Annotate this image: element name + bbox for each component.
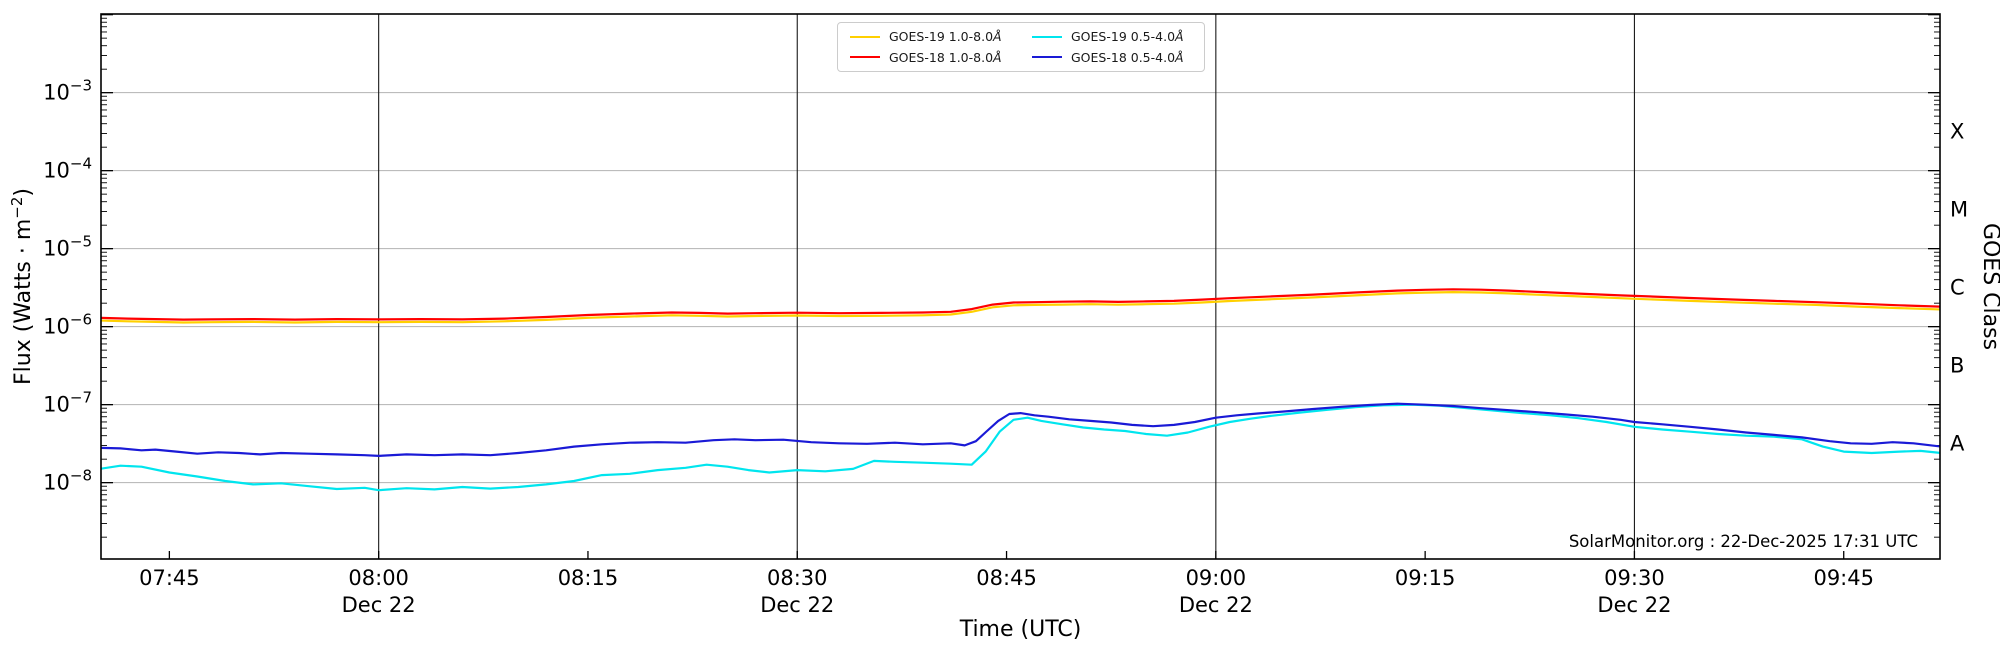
legend-item-goes18-short: GOES-18 0.5-4.0Å [1032,50,1192,66]
goes-class-letter: M [1950,198,1968,222]
y-tick-label: 10−5 [43,233,92,261]
x-tick-date-label: Dec 22 [760,593,834,617]
x-tick-label: 08:45 [976,566,1037,590]
series-group [101,288,1940,492]
legend-item-goes18-long: GOES-18 1.0-8.0Å [850,50,1010,66]
series-line-goes-19-1-0-8-0- [101,291,1940,324]
y-tick-label: 10−6 [43,311,92,339]
legend-label: GOES-19 1.0-8.0Å [889,29,1002,44]
x-axis-title: Time (UTC) [959,617,1082,642]
goes-class-letter: A [1950,432,1965,456]
legend-item-goes19-short: GOES-19 0.5-4.0Å [1032,29,1192,45]
watermark-annotation: SolarMonitor.org : 22-Dec-2025 17:31 UTC [1568,532,1918,551]
legend-line-swatch [1032,35,1062,38]
legend-item-goes19-long: GOES-19 1.0-8.0Å [850,29,1010,45]
y-tick-label: 10−7 [43,389,92,417]
x-tick-label: 08:15 [558,566,619,590]
x-tick-date-label: Dec 22 [1179,593,1253,617]
series-line-goes-19-0-5-4-0- [101,403,1940,492]
x-tick-label: 09:00 [1186,566,1247,590]
legend-label: GOES-19 0.5-4.0Å [1071,29,1184,44]
y-tick-label: 10−3 [43,77,92,105]
x-tick-label: 08:00 [348,566,409,590]
goes-class-letter: B [1950,354,1964,378]
legend-label: GOES-18 0.5-4.0Å [1071,49,1184,65]
y-tick-label: 10−4 [43,155,92,183]
goes-class-letter: X [1950,120,1964,144]
legend-line-swatch [850,35,880,38]
legend-label: GOES-18 1.0-8.0Å [889,49,1002,65]
y-axis-title-left: Flux (Watts · m−2) [8,188,36,385]
x-tick-date-label: Dec 22 [1597,593,1671,617]
series-line-goes-18-0-5-4-0- [101,402,1940,457]
plot-frame [100,13,1941,560]
x-tick-label: 09:30 [1604,566,1665,590]
x-tick-label: 07:45 [139,566,200,590]
y-tick-label: 10−8 [43,467,92,495]
x-tick-date-label: Dec 22 [342,593,416,617]
y-axis-title-right: GOES Class [1978,223,2000,350]
legend: GOES-19 1.0-8.0Å GOES-19 0.5-4.0Å GOES-1… [837,22,1205,73]
x-tick-label: 09:45 [1813,566,1874,590]
legend-line-swatch [1032,56,1062,59]
x-tick-label: 09:15 [1395,566,1456,590]
series-line-goes-18-1-0-8-0- [101,288,1940,321]
goes-class-letter: C [1950,276,1965,300]
x-tick-label: 08:30 [767,566,828,590]
legend-line-swatch [850,56,880,59]
